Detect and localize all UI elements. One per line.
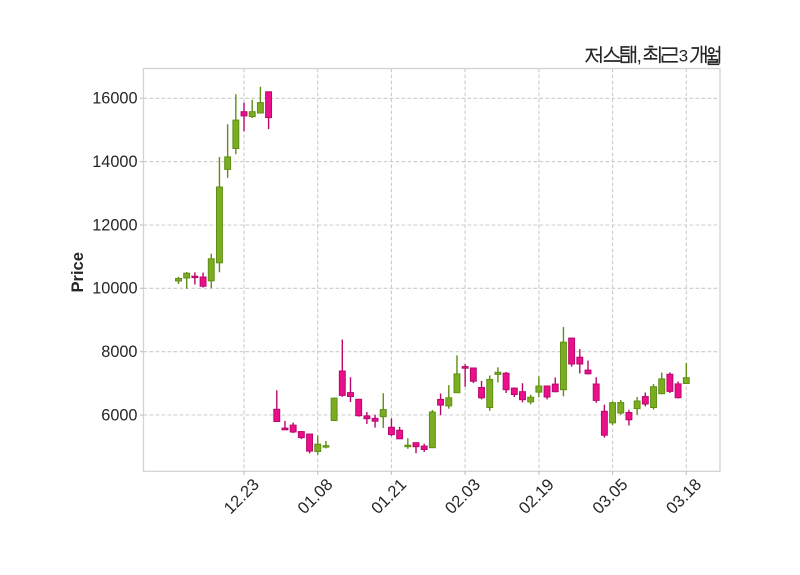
svg-text:6000: 6000	[101, 406, 137, 424]
svg-text:16000: 16000	[92, 90, 137, 108]
svg-text:8000: 8000	[101, 343, 137, 361]
svg-text:10000: 10000	[92, 280, 137, 298]
svg-text:,: ,	[637, 46, 642, 67]
svg-text:14000: 14000	[92, 153, 137, 171]
svg-text:12000: 12000	[92, 216, 137, 234]
svg-text:Price: Price	[69, 252, 87, 292]
svg-text:3: 3	[679, 46, 688, 65]
